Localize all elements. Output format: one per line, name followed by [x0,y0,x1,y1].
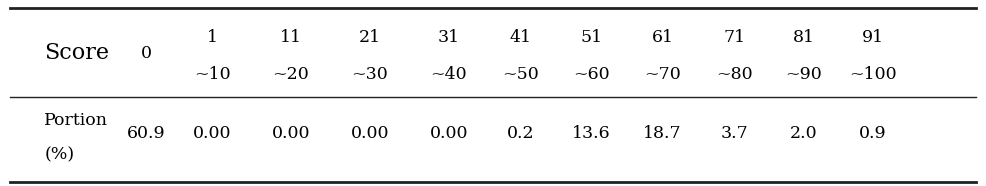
Text: ~10: ~10 [193,66,231,83]
Text: 0.00: 0.00 [429,125,468,142]
Text: ~40: ~40 [430,66,467,83]
Text: 0.00: 0.00 [350,125,389,142]
Text: ~90: ~90 [785,66,822,83]
Text: 18.7: 18.7 [643,125,682,142]
Text: 11: 11 [280,29,302,46]
Text: 31: 31 [438,29,459,46]
Text: 13.6: 13.6 [572,125,611,142]
Text: ~60: ~60 [573,66,610,83]
Text: ~80: ~80 [716,66,753,83]
Text: 0.00: 0.00 [192,125,232,142]
Text: ~70: ~70 [644,66,681,83]
Text: 41: 41 [510,29,531,46]
Text: 0.2: 0.2 [507,125,534,142]
Text: Score: Score [44,42,109,64]
Text: 0: 0 [140,44,152,62]
Text: (%): (%) [44,146,75,163]
Text: 91: 91 [862,29,883,46]
Text: 0.00: 0.00 [271,125,311,142]
Text: ~100: ~100 [849,66,896,83]
Text: 0.9: 0.9 [859,125,886,142]
Text: Portion: Portion [44,112,108,129]
Text: 61: 61 [652,29,673,46]
Text: 60.9: 60.9 [126,125,166,142]
Text: ~50: ~50 [502,66,539,83]
Text: ~20: ~20 [272,66,310,83]
Text: 1: 1 [206,29,218,46]
Text: 21: 21 [359,29,381,46]
Text: 3.7: 3.7 [721,125,748,142]
Text: ~30: ~30 [351,66,388,83]
Text: 81: 81 [793,29,814,46]
Text: 51: 51 [581,29,602,46]
Text: 2.0: 2.0 [790,125,817,142]
Text: 71: 71 [724,29,745,46]
